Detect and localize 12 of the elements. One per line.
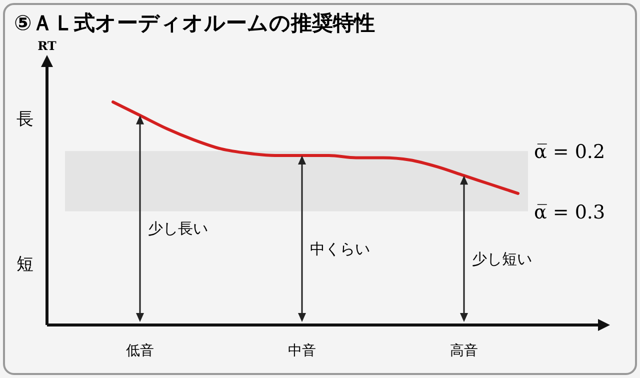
x-tick-label: 低音 bbox=[126, 343, 154, 359]
text: α̅ = 0.2 bbox=[534, 141, 606, 164]
annotation: 中くらい bbox=[310, 240, 370, 258]
x-tick-label: 中音 bbox=[288, 343, 316, 359]
text: RT bbox=[38, 39, 56, 53]
annotation: 少し短い bbox=[472, 250, 532, 268]
chart-title: ⑤ＡＬ式オーディオルームの推奨特性 bbox=[14, 11, 375, 35]
text: 短 bbox=[16, 254, 34, 275]
x-tick-label: 高音 bbox=[450, 343, 478, 359]
text: α̅ = 0.3 bbox=[534, 201, 606, 224]
text: 長 bbox=[16, 110, 34, 130]
annotation: 少し長い bbox=[148, 220, 208, 238]
